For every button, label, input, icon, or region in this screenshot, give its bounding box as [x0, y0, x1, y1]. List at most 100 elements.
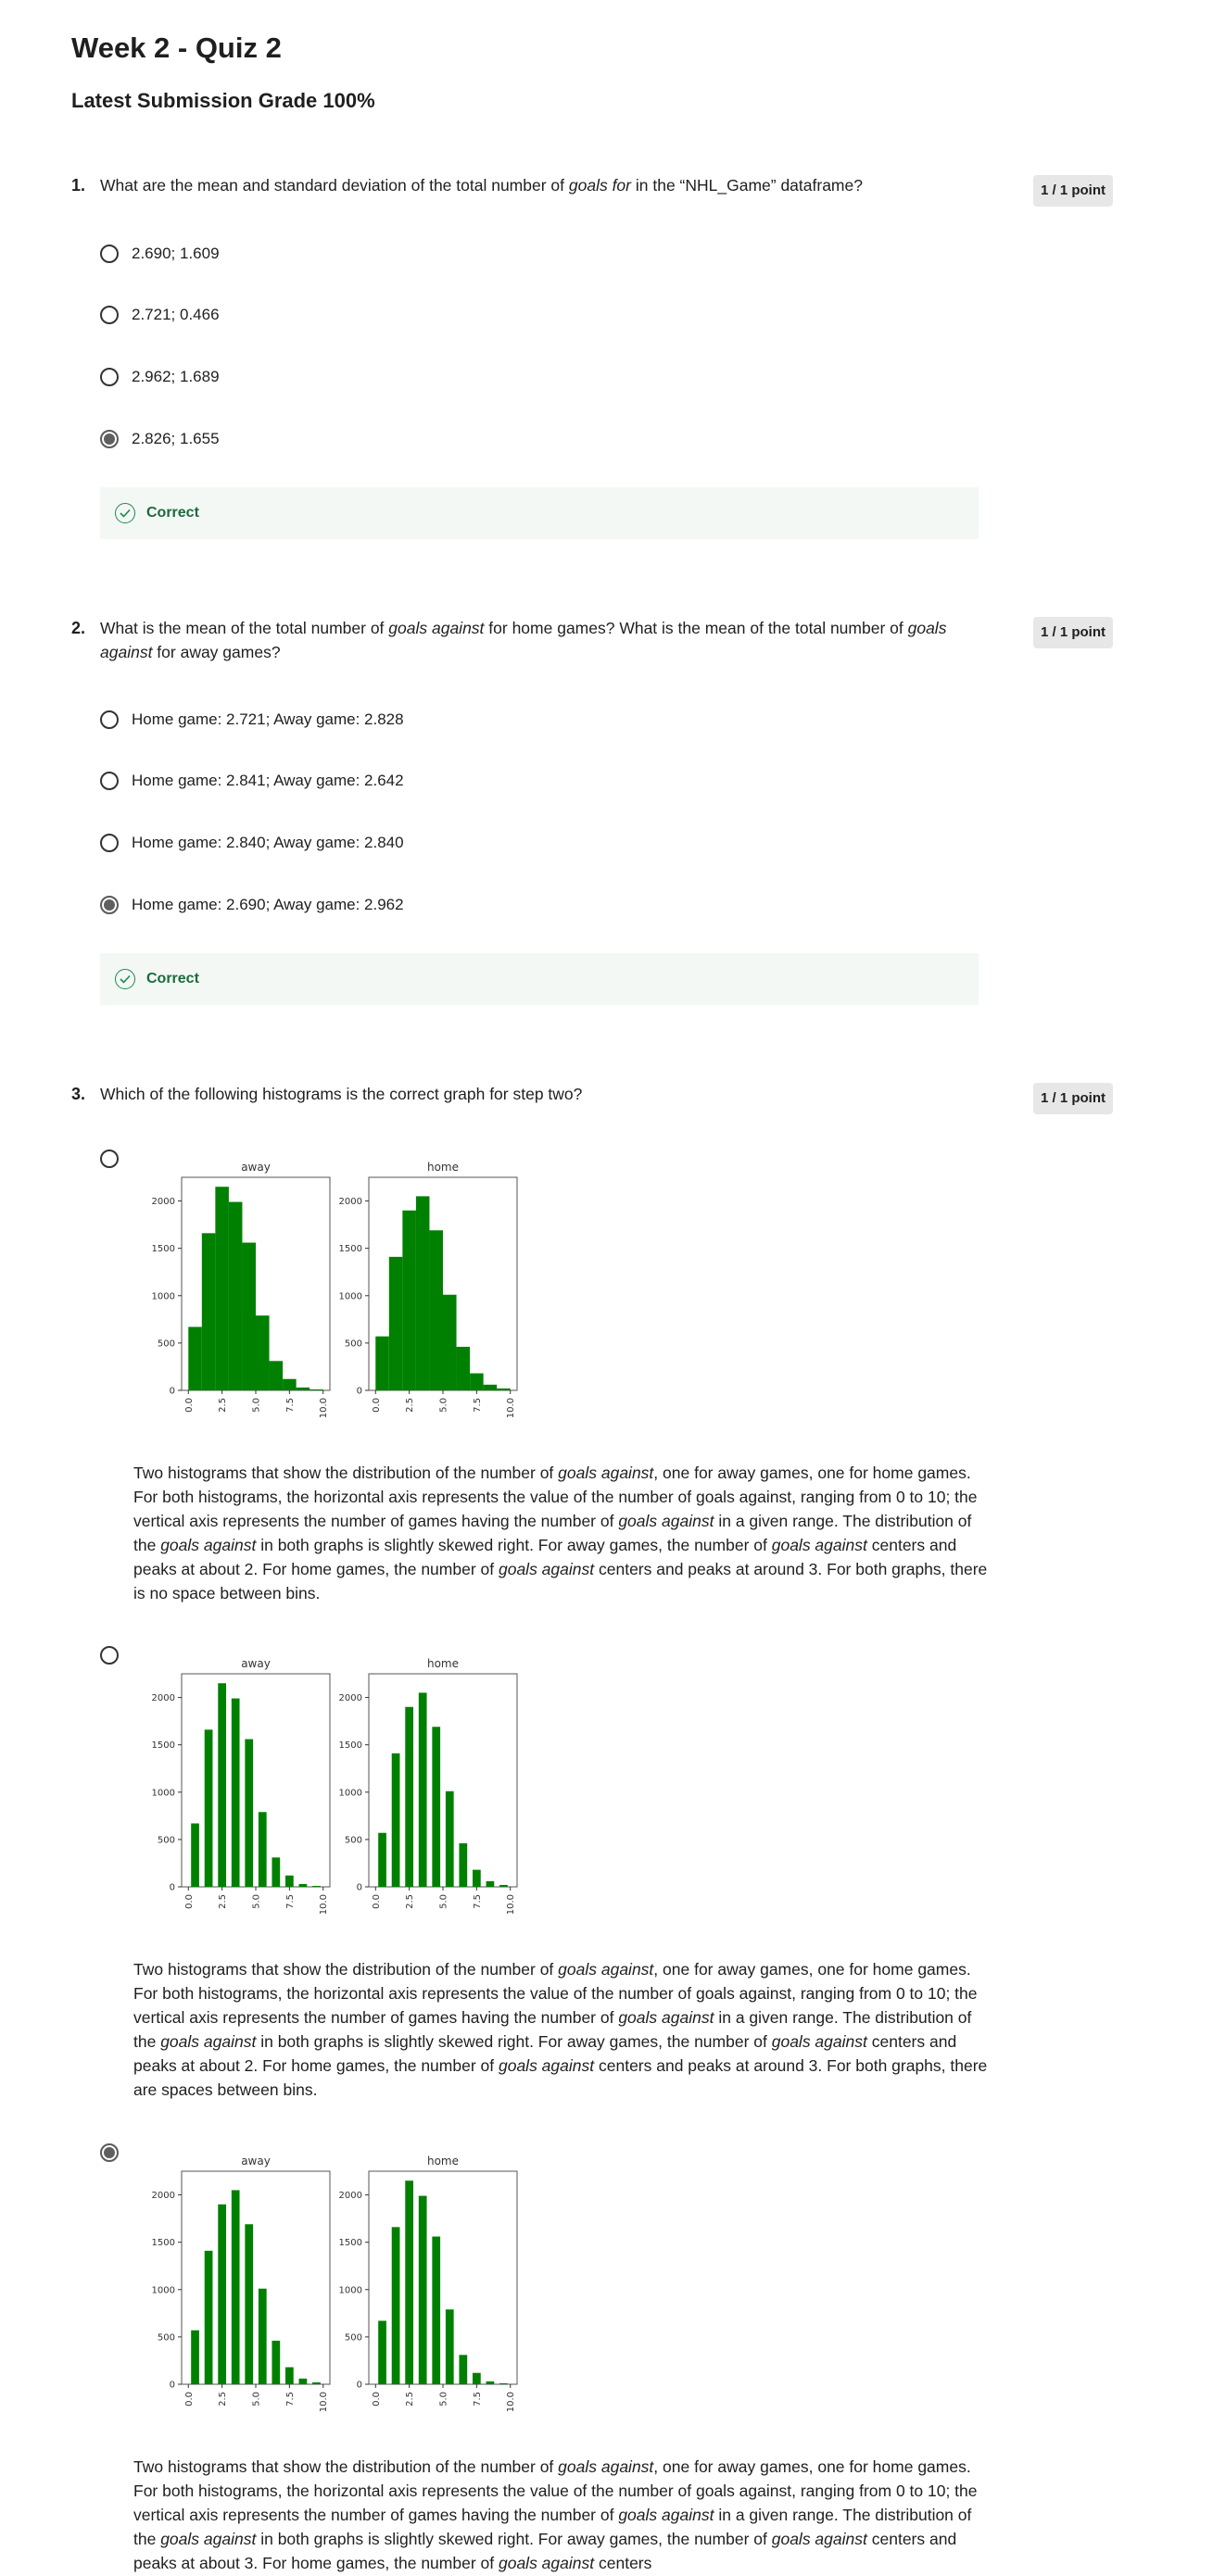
y-tick-label: 0: [170, 1883, 175, 1893]
radio-dot: [104, 899, 115, 911]
histogram-bar: [298, 2378, 308, 2384]
y-tick-label: 1000: [152, 1291, 175, 1301]
histogram-bar: [432, 1727, 441, 1887]
histogram-bar: [432, 2236, 441, 2384]
plot-frame: [368, 1673, 518, 1888]
histogram-bar: [201, 1233, 216, 1390]
histogram-bar: [405, 2180, 413, 2384]
question-number: 3.: [71, 1085, 86, 1103]
answer-option-selected[interactable]: 2.826; 1.655: [100, 425, 220, 453]
histogram-bar: [473, 2372, 481, 2384]
chart-title: home: [427, 1161, 459, 1174]
y-tick-label: 0: [357, 1883, 362, 1893]
radio-button-checked[interactable]: [100, 430, 119, 448]
histogram-bar: [499, 2382, 508, 2384]
histogram-bar: [486, 2381, 495, 2384]
answer-option[interactable]: Home game: 2.840; Away game: 2.840: [100, 829, 404, 857]
histogram-bar: [258, 1812, 267, 1887]
answer-option-selected[interactable]: Home game: 2.690; Away game: 2.962: [100, 891, 404, 919]
histogram-bar: [375, 1336, 389, 1390]
x-tick-label: 5.0: [439, 2392, 449, 2406]
histogram-bar: [296, 1387, 310, 1390]
option-label: 2.826; 1.655: [132, 430, 220, 447]
histogram-bar: [269, 1361, 284, 1390]
y-tick-label: 0: [357, 2381, 362, 2391]
question-number: 1.: [71, 176, 86, 195]
answer-option[interactable]: Home game: 2.841; Away game: 2.642: [100, 767, 404, 795]
histogram-bar: [405, 1706, 413, 1887]
radio-button-checked[interactable]: [100, 2143, 119, 2162]
histogram-bar: [388, 1256, 403, 1390]
x-tick-label: 2.5: [405, 1894, 415, 1909]
answer-option[interactable]: 2.962; 1.689: [100, 363, 220, 391]
radio-button[interactable]: [100, 306, 119, 324]
option-label: 2.962; 1.689: [132, 368, 220, 385]
option-label: Home game: 2.840; Away game: 2.840: [132, 834, 404, 851]
x-tick-label: 0.0: [184, 2392, 195, 2406]
x-tick-label: 0.0: [372, 1894, 382, 1909]
radio-button[interactable]: [100, 1150, 119, 1168]
histogram-bar: [245, 1739, 254, 1887]
histogram-bar: [272, 2340, 281, 2384]
histogram-bar: [497, 1388, 511, 1390]
chart-title: home: [427, 2155, 459, 2168]
histogram-bar: [298, 1883, 308, 1887]
feedback-text: Correct: [146, 505, 199, 521]
y-tick-label: 1000: [152, 2285, 175, 2295]
y-tick-label: 2000: [339, 1197, 362, 1207]
answer-option[interactable]: 2.690; 1.609: [100, 240, 220, 268]
histogram-bar: [204, 2250, 213, 2384]
answer-option[interactable]: Home game: 2.721; Away game: 2.828: [100, 706, 404, 734]
y-tick-label: 1000: [339, 1291, 362, 1301]
radio-button[interactable]: [100, 245, 119, 263]
x-tick-label: 5.0: [439, 1894, 449, 1909]
answer-option[interactable]: 2.721; 0.466: [100, 301, 220, 329]
histogram-bar: [312, 1885, 321, 1887]
x-tick-label: 10.0: [506, 1398, 516, 1418]
histogram-image: away 0 500 1000 1500 2000 0.0 2.5 5.0 7.5 10.0 home…: [152, 2155, 518, 2412]
histogram-bar: [402, 1210, 416, 1390]
y-tick-label: 1500: [339, 2238, 362, 2248]
option-label: Home game: 2.721; Away game: 2.828: [132, 710, 404, 728]
histogram-image: away 0 500 1000 1500 2000 0.0 2.5 5.0 7.5 10.0 home…: [152, 1161, 518, 1418]
y-tick-label: 2000: [339, 2191, 362, 2201]
y-tick-label: 2000: [152, 1197, 175, 1207]
histogram-bar: [391, 1753, 400, 1887]
x-tick-label: 10.0: [506, 2392, 516, 2412]
radio-button[interactable]: [100, 834, 119, 852]
histogram-bar: [218, 2204, 226, 2384]
histogram-bar: [245, 2224, 254, 2384]
points-badge: 1 / 1 point: [1033, 1083, 1113, 1114]
page-title: Week 2 - Quiz 2: [71, 31, 282, 64]
chart-title: away: [241, 2155, 271, 2168]
histogram-bar: [231, 2190, 240, 2384]
x-tick-label: 2.5: [218, 1398, 228, 1413]
histogram-bar: [391, 2227, 400, 2384]
histogram-bar: [499, 1884, 508, 1887]
option-label: Home game: 2.841; Away game: 2.642: [132, 772, 404, 789]
radio-button[interactable]: [100, 1646, 119, 1665]
histogram-bar: [242, 1242, 256, 1390]
y-tick-label: 500: [158, 1835, 175, 1845]
option-description: Two histograms that show the distributio…: [133, 2457, 978, 2572]
histogram-bar: [215, 1187, 229, 1390]
x-tick-label: 2.5: [405, 2392, 415, 2406]
feedback-text: Correct: [146, 971, 199, 986]
radio-button-checked[interactable]: [100, 896, 119, 914]
x-tick-label: 2.5: [405, 1398, 415, 1413]
x-tick-label: 2.5: [218, 1894, 228, 1909]
radio-button[interactable]: [100, 368, 119, 386]
histogram-bar: [258, 2288, 267, 2384]
histogram-bar: [418, 2195, 427, 2384]
x-tick-label: 10.0: [319, 2392, 329, 2412]
feedback-correct: Correct: [100, 487, 979, 539]
y-tick-label: 500: [345, 1835, 362, 1845]
x-tick-label: 0.0: [184, 1894, 195, 1909]
radio-button[interactable]: [100, 772, 119, 790]
check-circle-icon: [115, 503, 135, 523]
histogram-bar: [188, 1326, 202, 1390]
histogram-bar: [204, 1729, 213, 1887]
radio-button[interactable]: [100, 710, 119, 729]
histogram-bar: [459, 1842, 468, 1887]
